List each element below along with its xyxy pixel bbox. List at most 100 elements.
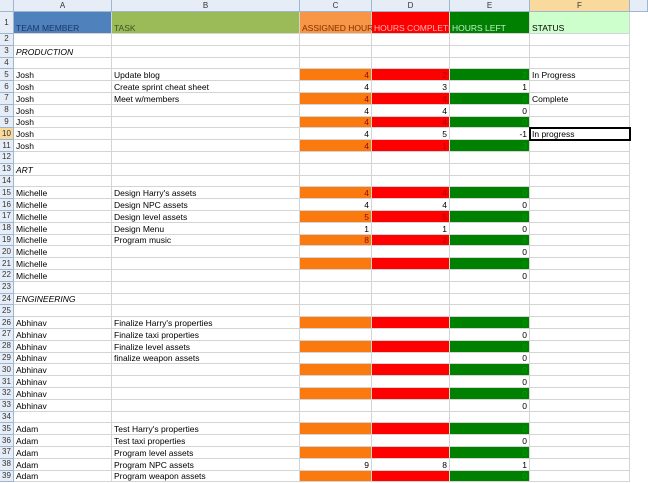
cell[interactable] [530, 329, 630, 341]
cell[interactable] [530, 270, 630, 282]
cell-text[interactable]: 4 [300, 69, 372, 82]
cell-text[interactable]: 0 [450, 329, 530, 341]
cell-text[interactable]: 3 [450, 140, 530, 152]
row-header[interactable]: 12 [0, 152, 14, 164]
cell[interactable] [530, 104, 630, 117]
cell-text[interactable]: 4 [372, 93, 450, 105]
cell-text[interactable]: Josh [14, 128, 112, 141]
row-header[interactable]: 25 [0, 305, 14, 318]
row-header[interactable]: 33 [0, 399, 14, 412]
cell[interactable] [112, 388, 300, 400]
cell-text[interactable]: Michelle [14, 234, 112, 247]
cell-text[interactable]: Michelle [14, 211, 112, 223]
cell[interactable] [372, 258, 450, 270]
cell[interactable] [300, 305, 372, 318]
cell-text[interactable]: Test taxi properties [112, 435, 300, 447]
cell-text[interactable]: Josh [14, 81, 112, 93]
column-header[interactable]: E [450, 0, 530, 12]
cell[interactable] [530, 423, 630, 436]
cell[interactable] [450, 293, 530, 306]
cell-text[interactable]: 2 [372, 69, 450, 82]
row-header[interactable]: 35 [0, 423, 14, 436]
cell-text[interactable]: 4 [372, 187, 450, 200]
cell[interactable] [14, 411, 112, 424]
cell-text[interactable]: 0 [450, 435, 530, 447]
cell[interactable] [450, 411, 530, 424]
cell-text[interactable]: In progress [529, 127, 631, 142]
row-header[interactable]: 1 [0, 12, 14, 34]
cell[interactable] [112, 140, 300, 152]
cell[interactable] [300, 175, 372, 188]
cell[interactable] [530, 364, 630, 377]
cell[interactable] [112, 411, 300, 424]
cell-text[interactable]: 4 [300, 199, 372, 211]
row-header[interactable]: 30 [0, 364, 14, 377]
cell-text[interactable]: Update blog [112, 69, 300, 82]
cell-text[interactable]: Adam [14, 447, 112, 459]
cell[interactable] [112, 34, 300, 46]
cell-text[interactable]: Josh [14, 140, 112, 152]
cell[interactable] [530, 340, 630, 353]
cell[interactable] [530, 305, 630, 318]
cell-text[interactable]: Test Harry's properties [112, 423, 300, 436]
cell[interactable] [372, 376, 450, 388]
cell[interactable] [372, 411, 450, 424]
row-header[interactable]: 16 [0, 199, 14, 211]
cell-text[interactable]: 1 [300, 222, 372, 235]
cell-text[interactable]: Michelle [14, 199, 112, 211]
cell[interactable] [530, 57, 630, 70]
cell[interactable] [530, 116, 630, 129]
cell[interactable] [530, 34, 630, 46]
cell[interactable] [372, 57, 450, 70]
cell[interactable] [14, 305, 112, 318]
cell[interactable] [530, 234, 630, 247]
cell[interactable] [300, 258, 372, 270]
cell[interactable] [112, 175, 300, 188]
cell-text[interactable]: Adam [14, 470, 112, 483]
cell-text[interactable]: 4 [300, 104, 372, 117]
cell-text[interactable]: 0 [450, 104, 530, 117]
row-header[interactable]: 6 [0, 81, 14, 93]
cell-text[interactable]: Program NPC assets [112, 458, 300, 471]
cell[interactable] [300, 470, 372, 483]
cell-text[interactable]: Abhinav [14, 376, 112, 388]
cell[interactable] [300, 340, 372, 353]
row-header[interactable]: 20 [0, 246, 14, 259]
row-header[interactable]: 2 [0, 34, 14, 46]
cell[interactable] [530, 45, 630, 58]
cell[interactable] [300, 152, 372, 164]
cell-text[interactable]: TEAM MEMBER [14, 12, 112, 34]
cell-text[interactable]: 0 [450, 447, 530, 459]
cell-text[interactable]: HOURS LEFT [450, 12, 530, 34]
cell-text[interactable]: 0 [450, 388, 530, 400]
cell[interactable] [112, 163, 300, 176]
cell[interactable] [112, 116, 300, 129]
column-header[interactable]: B [112, 0, 300, 12]
row-header[interactable]: 8 [0, 104, 14, 117]
cell-text[interactable]: Abhinav [14, 352, 112, 365]
cell[interactable] [530, 399, 630, 412]
cell[interactable] [112, 293, 300, 306]
cell-text[interactable]: 4 [300, 187, 372, 200]
cell-text[interactable]: ASSIGNED HOURS [300, 12, 379, 34]
cell-text[interactable]: 0 [450, 187, 530, 200]
cell[interactable] [530, 447, 630, 459]
cell[interactable] [450, 45, 530, 58]
cell[interactable] [530, 411, 630, 424]
cell[interactable] [300, 411, 372, 424]
cell-text[interactable]: STATUS [530, 12, 630, 34]
cell-text[interactable]: Josh [14, 104, 112, 117]
row-header[interactable]: 10 [0, 128, 14, 141]
cell-text[interactable]: 2 [372, 234, 450, 247]
cell-text[interactable]: finalize weapon assets [112, 352, 300, 365]
cell-text[interactable]: Abhinav [14, 399, 112, 412]
cell-text[interactable]: Michelle [14, 246, 112, 259]
cell-text[interactable]: Michelle [14, 270, 112, 282]
cell-text[interactable]: 0 [450, 211, 530, 223]
cell[interactable] [530, 376, 630, 388]
cell-text[interactable]: TASK [112, 12, 300, 34]
cell-text[interactable]: Finalize Harry's properties [112, 317, 300, 329]
cell[interactable] [112, 376, 300, 388]
row-header[interactable]: 27 [0, 329, 14, 341]
cell[interactable] [112, 399, 300, 412]
